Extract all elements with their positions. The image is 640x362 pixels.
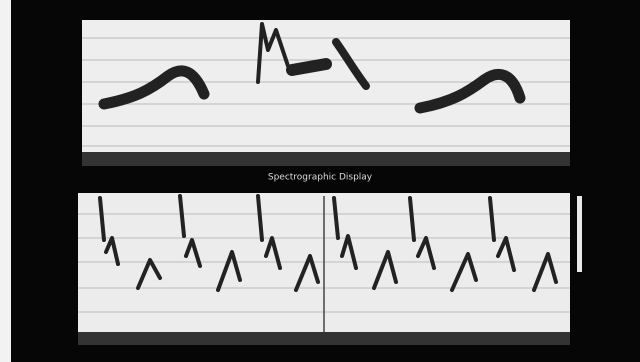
panel-background bbox=[82, 20, 570, 166]
song-note bbox=[98, 196, 162, 290]
song-note bbox=[256, 22, 290, 84]
song-note bbox=[98, 65, 210, 110]
song-note bbox=[178, 194, 242, 292]
noise-band bbox=[78, 332, 570, 345]
song-note bbox=[286, 58, 332, 76]
scale-bar bbox=[577, 196, 582, 272]
song-notes bbox=[98, 194, 558, 292]
song-note bbox=[488, 196, 558, 292]
song-note bbox=[332, 196, 398, 290]
song-note bbox=[408, 196, 478, 292]
top-panel bbox=[82, 20, 570, 166]
song-note bbox=[332, 38, 370, 90]
bottom-panel bbox=[78, 193, 570, 345]
noise-band bbox=[82, 152, 570, 166]
song-note bbox=[256, 194, 320, 292]
song-note bbox=[414, 68, 526, 114]
middle-caption: Spectrographic Display bbox=[268, 173, 373, 183]
left-edge bbox=[0, 0, 11, 362]
